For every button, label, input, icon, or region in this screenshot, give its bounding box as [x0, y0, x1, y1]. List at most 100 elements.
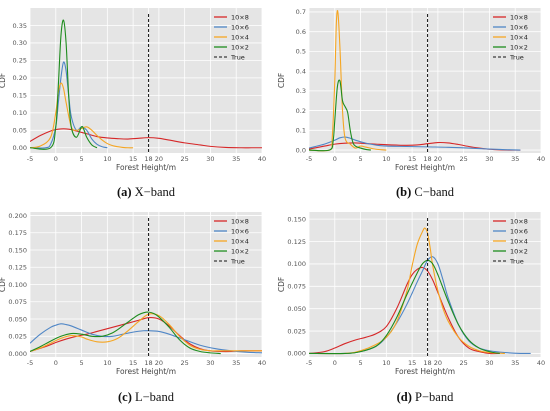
x-tick-label: 20 — [155, 359, 163, 367]
x-tick-label: 15 — [408, 155, 416, 163]
legend-label: 10×2 — [231, 43, 249, 51]
y-tick-label: 0.25 — [13, 57, 27, 65]
x-tick-label: 0 — [54, 155, 58, 163]
x-tick-label: 20 — [434, 359, 442, 367]
plot-background — [309, 8, 541, 153]
chart-panel-2: -5 0 5 10 15 18 20 25 30 35 40 0.0 0.1 0.2 0.3 0.4 0.5 0.… — [277, 8, 545, 199]
x-tick-label: -5 — [306, 359, 312, 367]
series-line-1 — [309, 266, 500, 355]
y-tick-label: 0.2 — [296, 107, 306, 115]
y-tick-label: 0.6 — [296, 28, 306, 36]
legend-label-true: True — [230, 53, 245, 61]
x-tick-label: 10 — [382, 155, 390, 163]
legend-label: 10×2 — [510, 43, 528, 51]
y-tick-label: 0.025 — [287, 327, 306, 335]
y-tick-label: 0.100 — [8, 281, 27, 289]
series-line-2 — [309, 136, 521, 151]
series-line-3 — [30, 82, 134, 149]
x-tick-label: 35 — [511, 155, 519, 163]
x-tick-label: 0 — [333, 155, 337, 163]
x-tick-label: 40 — [537, 359, 545, 367]
panel-caption: (c) L−band — [118, 390, 175, 404]
y-tick-label: 0.5 — [296, 48, 306, 56]
y-axis-label: CDF — [277, 277, 286, 292]
x-tick-label: 25 — [181, 359, 189, 367]
x-tick-label: 30 — [485, 359, 493, 367]
series-line-4 — [30, 19, 98, 150]
panel-caption: (b) C−band — [396, 185, 455, 199]
legend-label: 10×4 — [510, 33, 528, 41]
y-tick-label: 0.10 — [13, 109, 27, 117]
x-tick-label: 5 — [79, 359, 83, 367]
y-tick-label: 0.4 — [296, 67, 306, 75]
y-tick-label: 0.100 — [287, 260, 306, 268]
x-tick-label: 18 — [423, 155, 431, 163]
x-tick-label: 25 — [460, 359, 468, 367]
x-axis-label: Forest Height/m — [395, 163, 455, 172]
legend-label: 10×8 — [510, 217, 528, 225]
y-tick-label: 0.3 — [296, 87, 306, 95]
x-tick-label: 15 — [129, 359, 137, 367]
legend: 10×8 10×6 10×4 10×2 True — [214, 217, 249, 265]
x-tick-label: 20 — [434, 155, 442, 163]
x-tick-label: 15 — [129, 155, 137, 163]
y-axis-label: CDF — [0, 277, 7, 292]
y-tick-label: 0.050 — [287, 305, 306, 313]
plot-background — [309, 212, 541, 357]
legend-label: 10×2 — [510, 247, 528, 255]
panel-caption: (a) X−band — [117, 185, 176, 199]
x-axis-label: Forest Height/m — [116, 163, 176, 172]
panel-caption: (d) P−band — [397, 390, 454, 404]
x-tick-label: 15 — [408, 359, 416, 367]
legend-label: 10×6 — [510, 23, 528, 31]
x-tick-label: 10 — [103, 359, 111, 367]
y-tick-label: 0.025 — [8, 333, 27, 341]
y-tick-label: 0.20 — [13, 74, 27, 82]
series-line-4 — [309, 79, 371, 152]
legend: 10×8 10×6 10×4 10×2 True — [493, 13, 528, 61]
legend-label: 10×8 — [231, 13, 249, 21]
x-tick-label: 18 — [423, 359, 431, 367]
x-tick-label: -5 — [27, 359, 33, 367]
y-tick-label: 0.000 — [8, 350, 27, 358]
x-tick-label: 35 — [232, 359, 240, 367]
x-tick-label: 30 — [206, 155, 214, 163]
x-tick-label: 25 — [181, 155, 189, 163]
x-tick-label: 0 — [333, 359, 337, 367]
series-line-4 — [309, 259, 500, 355]
legend-label: 10×2 — [231, 247, 249, 255]
y-tick-label: 0.075 — [287, 283, 306, 291]
x-tick-label: 40 — [258, 155, 266, 163]
y-tick-label: 0.150 — [8, 246, 27, 254]
y-tick-label: 0.35 — [13, 22, 27, 30]
y-tick-label: 0.175 — [8, 229, 27, 237]
x-tick-label: 25 — [460, 155, 468, 163]
y-tick-label: 0.30 — [13, 39, 27, 47]
legend-label: 10×4 — [231, 237, 249, 245]
x-tick-label: 30 — [206, 359, 214, 367]
x-tick-label: -5 — [27, 155, 33, 163]
y-tick-label: 0.7 — [296, 8, 306, 16]
y-tick-label: 0.0 — [296, 146, 306, 154]
y-tick-label: 0.1 — [296, 127, 306, 135]
x-tick-label: 5 — [79, 155, 83, 163]
legend: 10×8 10×6 10×4 10×2 True — [493, 217, 528, 265]
x-tick-label: 35 — [232, 155, 240, 163]
x-tick-label: 5 — [358, 155, 362, 163]
series-line-3 — [309, 9, 387, 152]
y-tick-label: 0.15 — [13, 92, 27, 100]
series-line-1 — [30, 317, 262, 353]
y-tick-label: 0.125 — [8, 264, 27, 272]
y-tick-label: 0.000 — [287, 350, 306, 358]
series-line-4 — [30, 311, 221, 355]
legend-label: 10×4 — [231, 33, 249, 41]
x-tick-label: 30 — [485, 155, 493, 163]
series-line-1 — [30, 128, 262, 149]
legend-label: 10×8 — [510, 13, 528, 21]
x-axis-label: Forest Height/m — [395, 367, 455, 376]
x-tick-label: 10 — [382, 359, 390, 367]
y-axis-label: CDF — [277, 73, 286, 88]
x-tick-label: 18 — [144, 155, 152, 163]
chart-panel-4: -5 0 5 10 15 18 20 25 30 35 40 0.000 0.025 0.050 0.075… — [277, 212, 545, 404]
